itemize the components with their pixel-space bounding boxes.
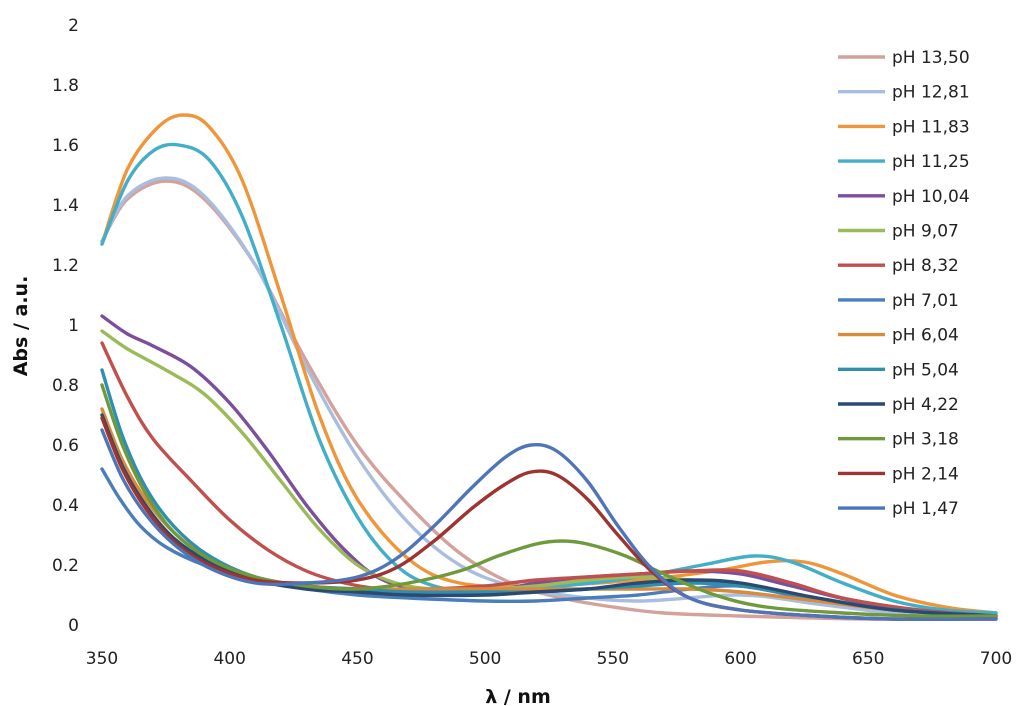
y-tick-label-1-8: 1.8 [52, 76, 79, 96]
x-tick-label-450: 450 [341, 649, 373, 669]
y-axis-title: Abs / a.u. [10, 276, 32, 377]
x-tick-label-350: 350 [86, 649, 118, 669]
legend-label-ph-10-04: pH 10,04 [892, 187, 970, 207]
y-tick-label-0-8: 0.8 [52, 376, 79, 396]
x-tick-label-500: 500 [469, 649, 501, 669]
x-tick-label-550: 550 [597, 649, 629, 669]
x-axis-title: λ / nm [485, 686, 551, 706]
legend-label-ph-9-07: pH 9,07 [892, 222, 959, 242]
x-tick-label-400: 400 [213, 649, 245, 669]
y-tick-label-2: 2 [68, 16, 79, 36]
legend-label-ph-5-04: pH 5,04 [892, 360, 959, 380]
y-tick-label-0-2: 0.2 [52, 556, 79, 576]
legend-label-ph-8-32: pH 8,32 [892, 256, 959, 276]
legend-label-ph-4-22: pH 4,22 [892, 395, 959, 415]
legend-label-ph-6-04: pH 6,04 [892, 326, 959, 346]
x-tick-label-650: 650 [852, 649, 884, 669]
y-tick-label-1: 1 [68, 316, 79, 336]
legend-label-ph-11-25: pH 11,25 [892, 152, 970, 172]
legend-label-ph-13-50: pH 13,50 [892, 48, 970, 68]
y-axis-ticks: 0 0.2 0.4 0.6 0.8 1 1.2 1.4 1.6 1.8 2 [52, 16, 79, 636]
legend-label-ph-1-47: pH 1,47 [892, 499, 959, 519]
legend-label-ph-11-83: pH 11,83 [892, 117, 970, 137]
x-tick-label-600: 600 [724, 649, 756, 669]
x-tick-label-700: 700 [980, 649, 1012, 669]
legend-label-ph-7-01: pH 7,01 [892, 291, 959, 311]
series-line-ph-12-81 [100, 176, 998, 621]
y-tick-label-0: 0 [68, 616, 79, 636]
y-tick-label-1-6: 1.6 [52, 136, 79, 156]
plot-area [100, 113, 998, 621]
y-tick-label-0-4: 0.4 [52, 496, 79, 516]
legend: pH 13,50 pH 12,81 pH 11,83 pH 11,25 pH 10,04… [838, 48, 970, 519]
series-line-ph-11-83 [100, 113, 998, 615]
series-line-ph-3-18 [100, 383, 998, 618]
y-tick-label-1-4: 1.4 [52, 196, 79, 216]
y-tick-label-1-2: 1.2 [52, 256, 79, 276]
series-line-ph-4-22 [100, 413, 998, 618]
series-line-ph-13-50 [100, 179, 998, 621]
series-line-ph-1-47 [100, 428, 998, 621]
legend-label-ph-2-14: pH 2,14 [892, 464, 959, 484]
x-axis-ticks: 350 400 450 500 550 600 650 700 [86, 649, 1012, 669]
legend-label-ph-12-81: pH 12,81 [892, 83, 970, 103]
y-tick-label-0-6: 0.6 [52, 436, 79, 456]
legend-label-ph-3-18: pH 3,18 [892, 430, 959, 450]
